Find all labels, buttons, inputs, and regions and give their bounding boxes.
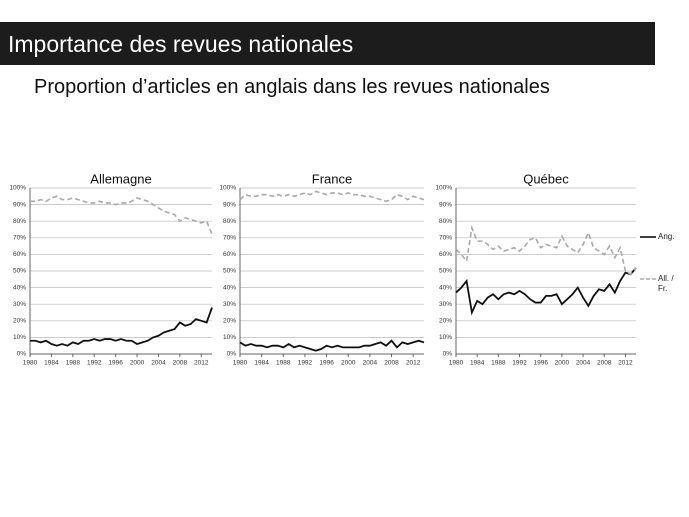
y-tick-label: 80% <box>13 218 26 225</box>
y-tick-label: 50% <box>223 268 236 275</box>
series-line <box>455 267 637 316</box>
x-tick-label: 1988 <box>491 360 506 367</box>
x-tick-label: 2008 <box>597 360 612 367</box>
y-tick-label: 0% <box>443 351 453 358</box>
x-tick-label: 1996 <box>108 360 123 367</box>
x-tick-label: 1984 <box>44 360 59 367</box>
y-tick-label: 100% <box>435 185 452 192</box>
y-tick-label: 70% <box>13 235 26 242</box>
x-tick-label: 2000 <box>130 360 145 367</box>
y-tick-label: 30% <box>13 301 26 308</box>
y-tick-label: 50% <box>439 268 452 275</box>
x-tick-label: 1996 <box>319 360 334 367</box>
y-tick-label: 80% <box>223 218 236 225</box>
series-line <box>455 224 637 276</box>
x-tick-label: 2012 <box>194 360 209 367</box>
title-bar <box>0 22 655 65</box>
x-tick-label: 1996 <box>533 360 548 367</box>
y-tick-label: 0% <box>227 351 237 358</box>
y-tick-label: 20% <box>439 318 452 325</box>
y-tick-label: 0% <box>17 351 27 358</box>
x-tick-label: 2004 <box>576 360 591 367</box>
y-tick-label: 20% <box>13 318 26 325</box>
y-tick-label: 10% <box>223 334 236 341</box>
y-tick-label: 80% <box>439 218 452 225</box>
series-line <box>239 339 425 352</box>
y-tick-label: 40% <box>223 284 236 291</box>
x-tick-label: 2004 <box>363 360 378 367</box>
y-tick-label: 90% <box>223 201 236 208</box>
y-tick-label: 30% <box>223 301 236 308</box>
x-tick-label: 1984 <box>470 360 485 367</box>
x-tick-label: 2012 <box>406 360 421 367</box>
x-tick-label: 2004 <box>151 360 166 367</box>
y-tick-label: 10% <box>439 334 452 341</box>
y-tick-label: 10% <box>13 334 26 341</box>
y-tick-label: 50% <box>13 268 26 275</box>
x-tick-label: 2008 <box>173 360 188 367</box>
x-tick-label: 2000 <box>341 360 356 367</box>
x-tick-label: 1980 <box>449 360 464 367</box>
chart-title: Québec <box>523 171 569 186</box>
y-tick-label: 90% <box>439 201 452 208</box>
chart-title: Allemagne <box>90 171 151 186</box>
y-tick-label: 100% <box>9 185 26 192</box>
x-tick-label: 1980 <box>23 360 38 367</box>
y-tick-label: 70% <box>223 235 236 242</box>
x-tick-label: 1980 <box>233 360 248 367</box>
series-line <box>30 307 213 347</box>
series-line <box>30 195 213 235</box>
x-tick-label: 2008 <box>384 360 399 367</box>
slide-title: Importance des revues nationales <box>8 31 354 57</box>
series-line <box>239 190 425 203</box>
chart-title: France <box>312 171 352 186</box>
y-tick-label: 20% <box>223 318 236 325</box>
y-tick-label: 40% <box>13 284 26 291</box>
x-tick-label: 2012 <box>618 360 633 367</box>
y-tick-label: 60% <box>13 251 26 258</box>
y-tick-label: 60% <box>223 251 236 258</box>
y-tick-label: 100% <box>219 185 236 192</box>
y-tick-label: 60% <box>439 251 452 258</box>
x-tick-label: 1988 <box>276 360 291 367</box>
legend-label: All. / Fr. <box>658 274 674 293</box>
slide-subtitle: Proportion d’articles en anglais dans le… <box>34 76 550 98</box>
x-tick-label: 1988 <box>66 360 81 367</box>
y-tick-label: 30% <box>439 301 452 308</box>
y-tick-label: 90% <box>13 201 26 208</box>
x-tick-label: 1992 <box>512 360 527 367</box>
y-tick-label: 70% <box>439 235 452 242</box>
legend-label: Ang. <box>658 232 675 241</box>
x-tick-label: 1992 <box>87 360 102 367</box>
x-tick-label: 1984 <box>254 360 269 367</box>
x-tick-label: 2000 <box>555 360 570 367</box>
x-tick-label: 1992 <box>298 360 313 367</box>
y-tick-label: 40% <box>439 284 452 291</box>
